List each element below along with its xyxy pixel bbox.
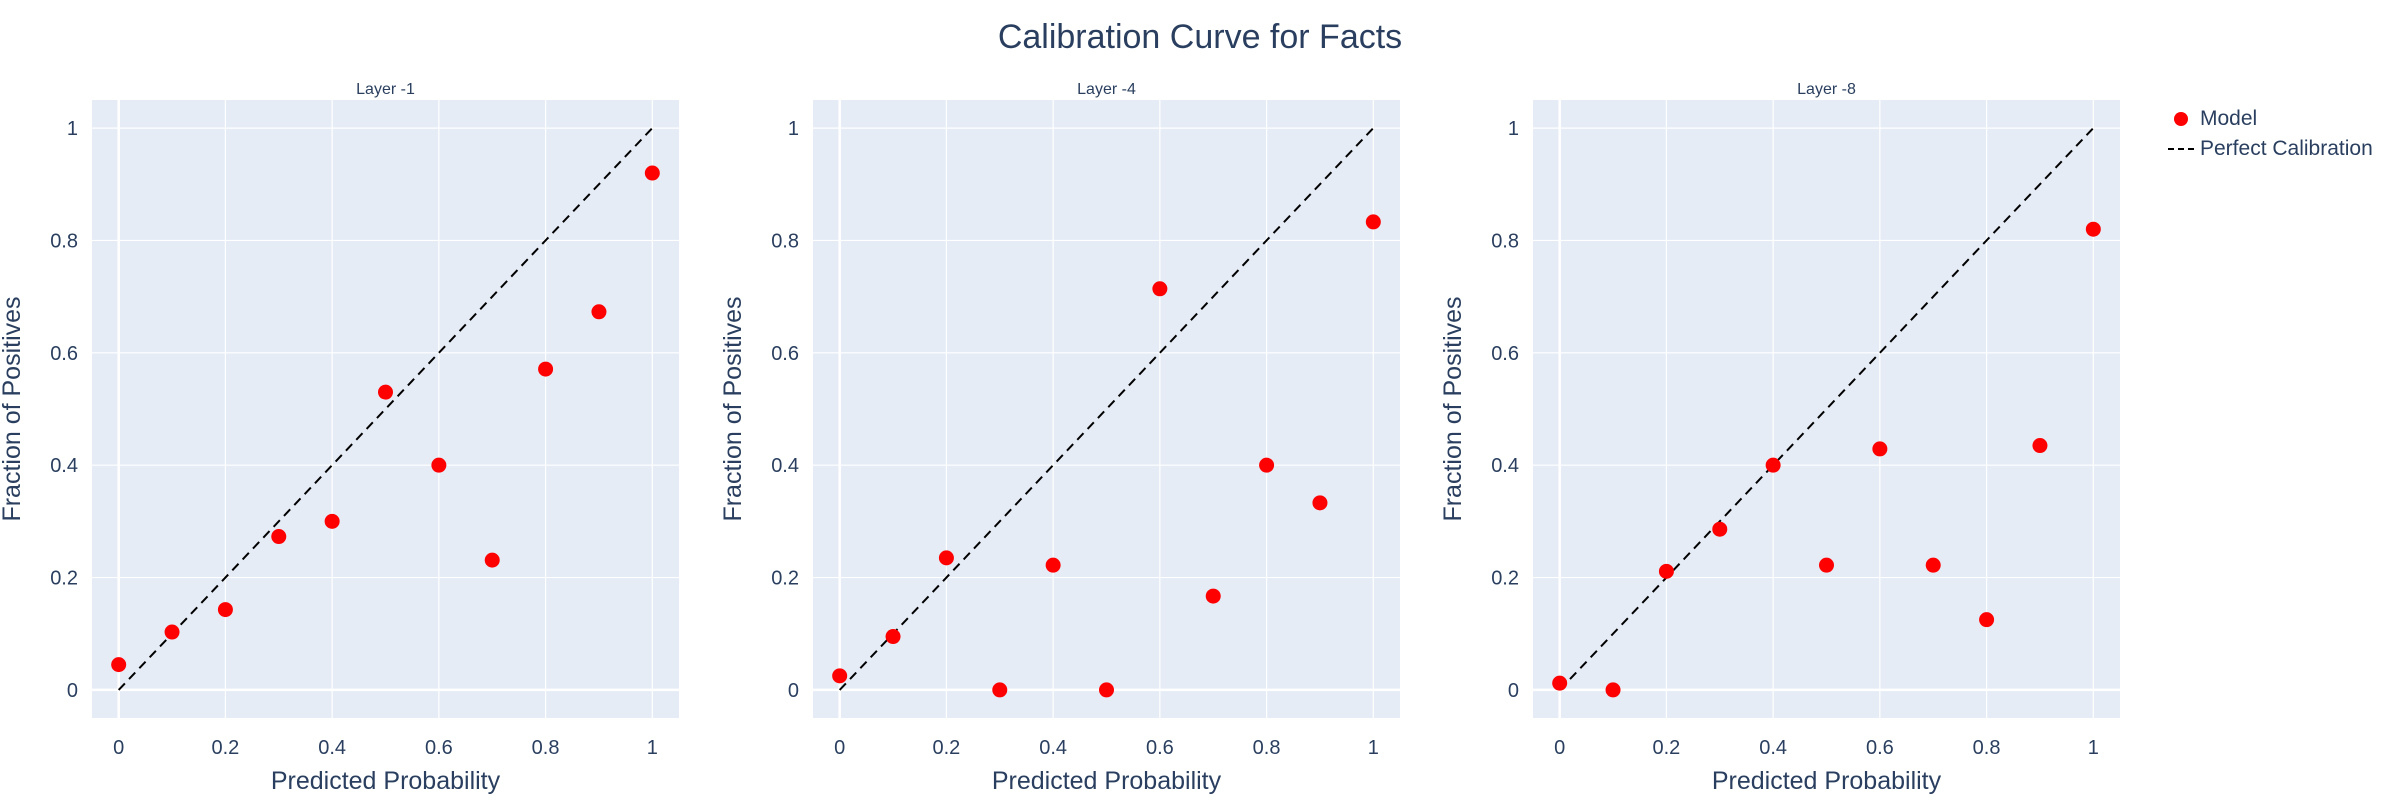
model-point — [1099, 682, 1114, 698]
plot-area — [1533, 100, 2120, 718]
y-tick-label: 0.6 — [50, 343, 78, 365]
y-tick-label: 0.2 — [1491, 568, 1519, 590]
model-point — [1259, 457, 1275, 473]
y-tick-label: 0.6 — [1491, 343, 1519, 365]
plot-area — [813, 100, 1400, 718]
model-point — [217, 602, 233, 618]
subplot-title: Layer -8 — [1797, 81, 1856, 98]
subplot-title: Layer -4 — [1077, 81, 1136, 98]
y-tick-label: 1 — [788, 118, 799, 140]
model-point — [484, 552, 500, 568]
subplot-1: 0 0 0.2 0.2 0.4 0.4 0.6 0.6 0.8 0.8 1 1 Layer -1 Pred… — [0, 81, 679, 795]
legend-model-marker-icon — [2166, 104, 2196, 134]
legend: Model Perfect Calibration — [2166, 104, 2373, 164]
subplot-title: Layer -1 — [356, 81, 415, 98]
model-point — [591, 304, 607, 320]
model-point — [1872, 441, 1888, 457]
y-tick-label: 0.8 — [771, 230, 799, 252]
model-point — [164, 624, 180, 640]
x-tick-label: 0.2 — [1653, 737, 1681, 759]
y-tick-label: 0.4 — [50, 455, 78, 477]
x-axis-title: Predicted Probability — [992, 767, 1222, 795]
x-tick-label: 0.2 — [933, 737, 961, 759]
y-axis-title: Fraction of Positives — [1439, 296, 1467, 521]
x-tick-label: 1 — [1368, 737, 1379, 759]
y-tick-label: 0 — [1508, 680, 1519, 702]
x-tick-label: 0.6 — [1866, 737, 1894, 759]
y-tick-label: 0.8 — [50, 230, 78, 252]
model-point — [1045, 557, 1061, 573]
y-tick-label: 1 — [1508, 118, 1519, 140]
x-tick-label: 0.6 — [425, 737, 453, 759]
x-axis-title: Predicted Probability — [271, 767, 501, 795]
model-point — [1552, 675, 1568, 691]
model-point — [1605, 682, 1621, 698]
legend-label-perfect-calibration: Perfect Calibration — [2200, 137, 2373, 160]
y-tick-label: 0 — [788, 680, 799, 702]
legend-dashed-line-icon — [2166, 134, 2196, 164]
subplot-2: 0 0 0.2 0.2 0.4 0.4 0.6 0.6 0.8 0.8 1 1 Layer -4 Pred… — [719, 81, 1400, 795]
chart-title: Calibration Curve for Facts — [997, 18, 1403, 56]
model-point — [111, 657, 127, 673]
legend-item-model[interactable]: Model — [2166, 104, 2373, 134]
model-point — [324, 513, 340, 529]
perfect-calibration-line — [1558, 127, 2095, 691]
x-axis-title: Predicted Probability — [1712, 767, 1942, 795]
model-point — [992, 682, 1008, 698]
x-tick-label: 0.8 — [532, 737, 560, 759]
perfect-calibration-line — [838, 127, 1375, 691]
model-point — [938, 550, 954, 566]
legend-label-model: Model — [2200, 107, 2258, 130]
x-tick-label: 0.8 — [1973, 737, 2001, 759]
model-point — [2032, 438, 2048, 454]
x-tick-label: 1 — [2088, 737, 2099, 759]
x-tick-label: 0.8 — [1253, 737, 1281, 759]
model-point — [1365, 214, 1381, 230]
model-point — [271, 529, 287, 545]
x-tick-label: 0.6 — [1146, 737, 1174, 759]
x-tick-label: 0.2 — [212, 737, 240, 759]
x-tick-label: 0.4 — [1039, 737, 1067, 759]
y-tick-label: 0.4 — [771, 455, 799, 477]
model-point — [1312, 495, 1328, 511]
model-point — [431, 457, 447, 473]
model-point — [2085, 221, 2101, 237]
x-tick-label: 0 — [834, 737, 845, 759]
y-tick-label: 0.6 — [771, 343, 799, 365]
model-point — [1658, 563, 1674, 579]
perfect-calibration-line — [117, 127, 654, 691]
model-point — [1925, 557, 1941, 573]
y-tick-label: 0.8 — [1491, 230, 1519, 252]
y-tick-label: 0.4 — [1491, 455, 1519, 477]
y-axis-title: Fraction of Positives — [0, 296, 26, 521]
x-tick-label: 1 — [647, 737, 658, 759]
x-tick-label: 0.4 — [318, 737, 346, 759]
model-point — [1152, 281, 1168, 297]
model-point — [1205, 588, 1221, 604]
x-tick-label: 0 — [1554, 737, 1565, 759]
model-point — [1765, 457, 1781, 473]
x-tick-label: 0 — [113, 737, 124, 759]
model-point — [885, 629, 901, 645]
legend-item-perfect-calibration[interactable]: Perfect Calibration — [2166, 134, 2373, 164]
y-tick-label: 0 — [67, 680, 78, 702]
y-tick-label: 0.2 — [50, 568, 78, 590]
y-axis-title: Fraction of Positives — [719, 296, 747, 521]
y-tick-label: 1 — [67, 118, 78, 140]
plot-area — [92, 100, 679, 718]
model-point — [1979, 612, 1995, 628]
y-tick-label: 0.2 — [771, 568, 799, 590]
x-tick-label: 0.4 — [1759, 737, 1787, 759]
model-point — [538, 361, 554, 377]
subplot-3: 0 0 0.2 0.2 0.4 0.4 0.6 0.6 0.8 0.8 1 1 Layer -8 Pred… — [1439, 81, 2120, 795]
model-point — [1712, 521, 1728, 537]
model-point — [1819, 557, 1834, 573]
model-point — [832, 668, 848, 684]
model-point — [378, 384, 393, 400]
model-point — [644, 165, 660, 181]
